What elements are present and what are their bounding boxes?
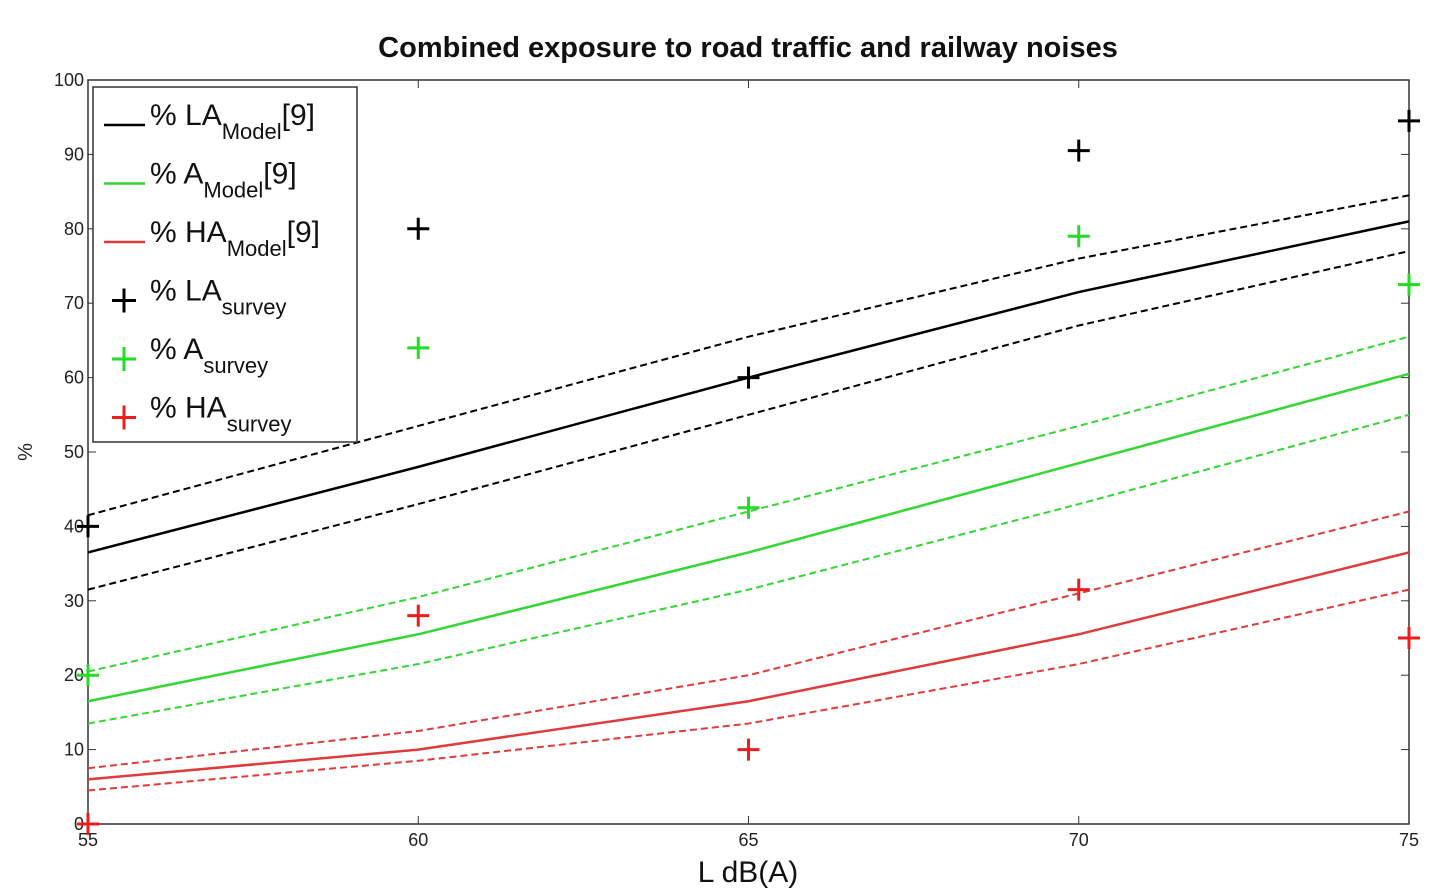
legend-subscript: survey bbox=[203, 353, 268, 378]
legend-name: % HA bbox=[150, 216, 227, 249]
survey-marker bbox=[77, 664, 99, 687]
survey-marker bbox=[737, 366, 760, 389]
survey-marker bbox=[737, 496, 760, 519]
survey-marker bbox=[77, 515, 99, 538]
legend-subscript: Model bbox=[227, 236, 287, 261]
bound-line bbox=[87, 413, 1410, 725]
y-tick-label: 30 bbox=[64, 591, 84, 611]
x-tick-label: 75 bbox=[1399, 830, 1419, 850]
legend-box bbox=[92, 86, 358, 443]
survey-marker bbox=[1398, 109, 1420, 132]
legend-label: % Asurvey bbox=[150, 333, 268, 378]
legend-subscript: Model bbox=[222, 119, 282, 144]
y-tick-label: 70 bbox=[64, 293, 84, 313]
survey-marker bbox=[737, 738, 760, 761]
legend-label: % LAModel[9] bbox=[150, 99, 315, 144]
chart-title: Combined exposure to road traffic and ra… bbox=[378, 32, 1118, 64]
survey-marker bbox=[1067, 225, 1090, 248]
x-tick-label: 60 bbox=[408, 830, 428, 850]
legend-ref: [9] bbox=[263, 158, 296, 191]
bound-line bbox=[87, 510, 1410, 770]
y-tick-label: 90 bbox=[64, 144, 84, 164]
legend-ref: [9] bbox=[287, 216, 320, 249]
legend-marker bbox=[112, 288, 136, 313]
legend-name: % HA bbox=[150, 392, 227, 425]
legend-label: % HAModel[9] bbox=[150, 216, 320, 261]
y-tick-label: 40 bbox=[64, 516, 84, 536]
legend-name: % A bbox=[150, 333, 203, 366]
legend-name: % LA bbox=[150, 99, 222, 132]
survey-marker bbox=[1398, 273, 1420, 296]
y-axis-label: % bbox=[15, 443, 37, 461]
survey-marker bbox=[1398, 627, 1420, 649]
legend-label: % LAsurvey bbox=[150, 275, 287, 320]
bound-line bbox=[87, 335, 1410, 673]
legend-name: % LA bbox=[150, 275, 222, 308]
survey-marker bbox=[77, 813, 99, 835]
survey-marker bbox=[1067, 139, 1090, 162]
bound-line bbox=[87, 588, 1410, 792]
legend-marker bbox=[112, 405, 136, 430]
y-tick-label: 100 bbox=[54, 70, 84, 90]
model-line bbox=[87, 551, 1410, 781]
x-tick-label: 70 bbox=[1069, 830, 1089, 850]
bound-line bbox=[87, 250, 1410, 591]
legend-name: % A bbox=[150, 158, 203, 191]
legend-subscript: survey bbox=[222, 295, 287, 320]
survey-marker bbox=[407, 217, 430, 240]
x-tick-label: 65 bbox=[738, 830, 758, 850]
legend-label: % AModel[9] bbox=[150, 158, 297, 203]
legend: % LAModel[9]% AModel[9]% HAModel[9]% LAs… bbox=[92, 86, 358, 443]
survey-marker bbox=[1067, 578, 1090, 601]
legend-ref: [9] bbox=[282, 99, 315, 132]
legend-marker bbox=[112, 347, 136, 371]
y-tick-label: 10 bbox=[64, 740, 84, 760]
legend-subscript: survey bbox=[227, 412, 292, 437]
legend-label: % HAsurvey bbox=[150, 392, 291, 437]
y-tick-label: 50 bbox=[64, 442, 84, 462]
y-tick-label: 60 bbox=[64, 368, 84, 388]
legend-subscript: Model bbox=[203, 178, 263, 203]
model-line bbox=[87, 372, 1410, 703]
y-tick-label: 20 bbox=[64, 665, 84, 685]
bound-line bbox=[87, 194, 1410, 517]
y-tick-label: 80 bbox=[64, 219, 84, 239]
survey-marker bbox=[407, 336, 430, 359]
survey-marker bbox=[407, 604, 430, 627]
x-axis-label: L dB(A) bbox=[698, 856, 799, 889]
x-tick-label: 55 bbox=[78, 830, 98, 850]
